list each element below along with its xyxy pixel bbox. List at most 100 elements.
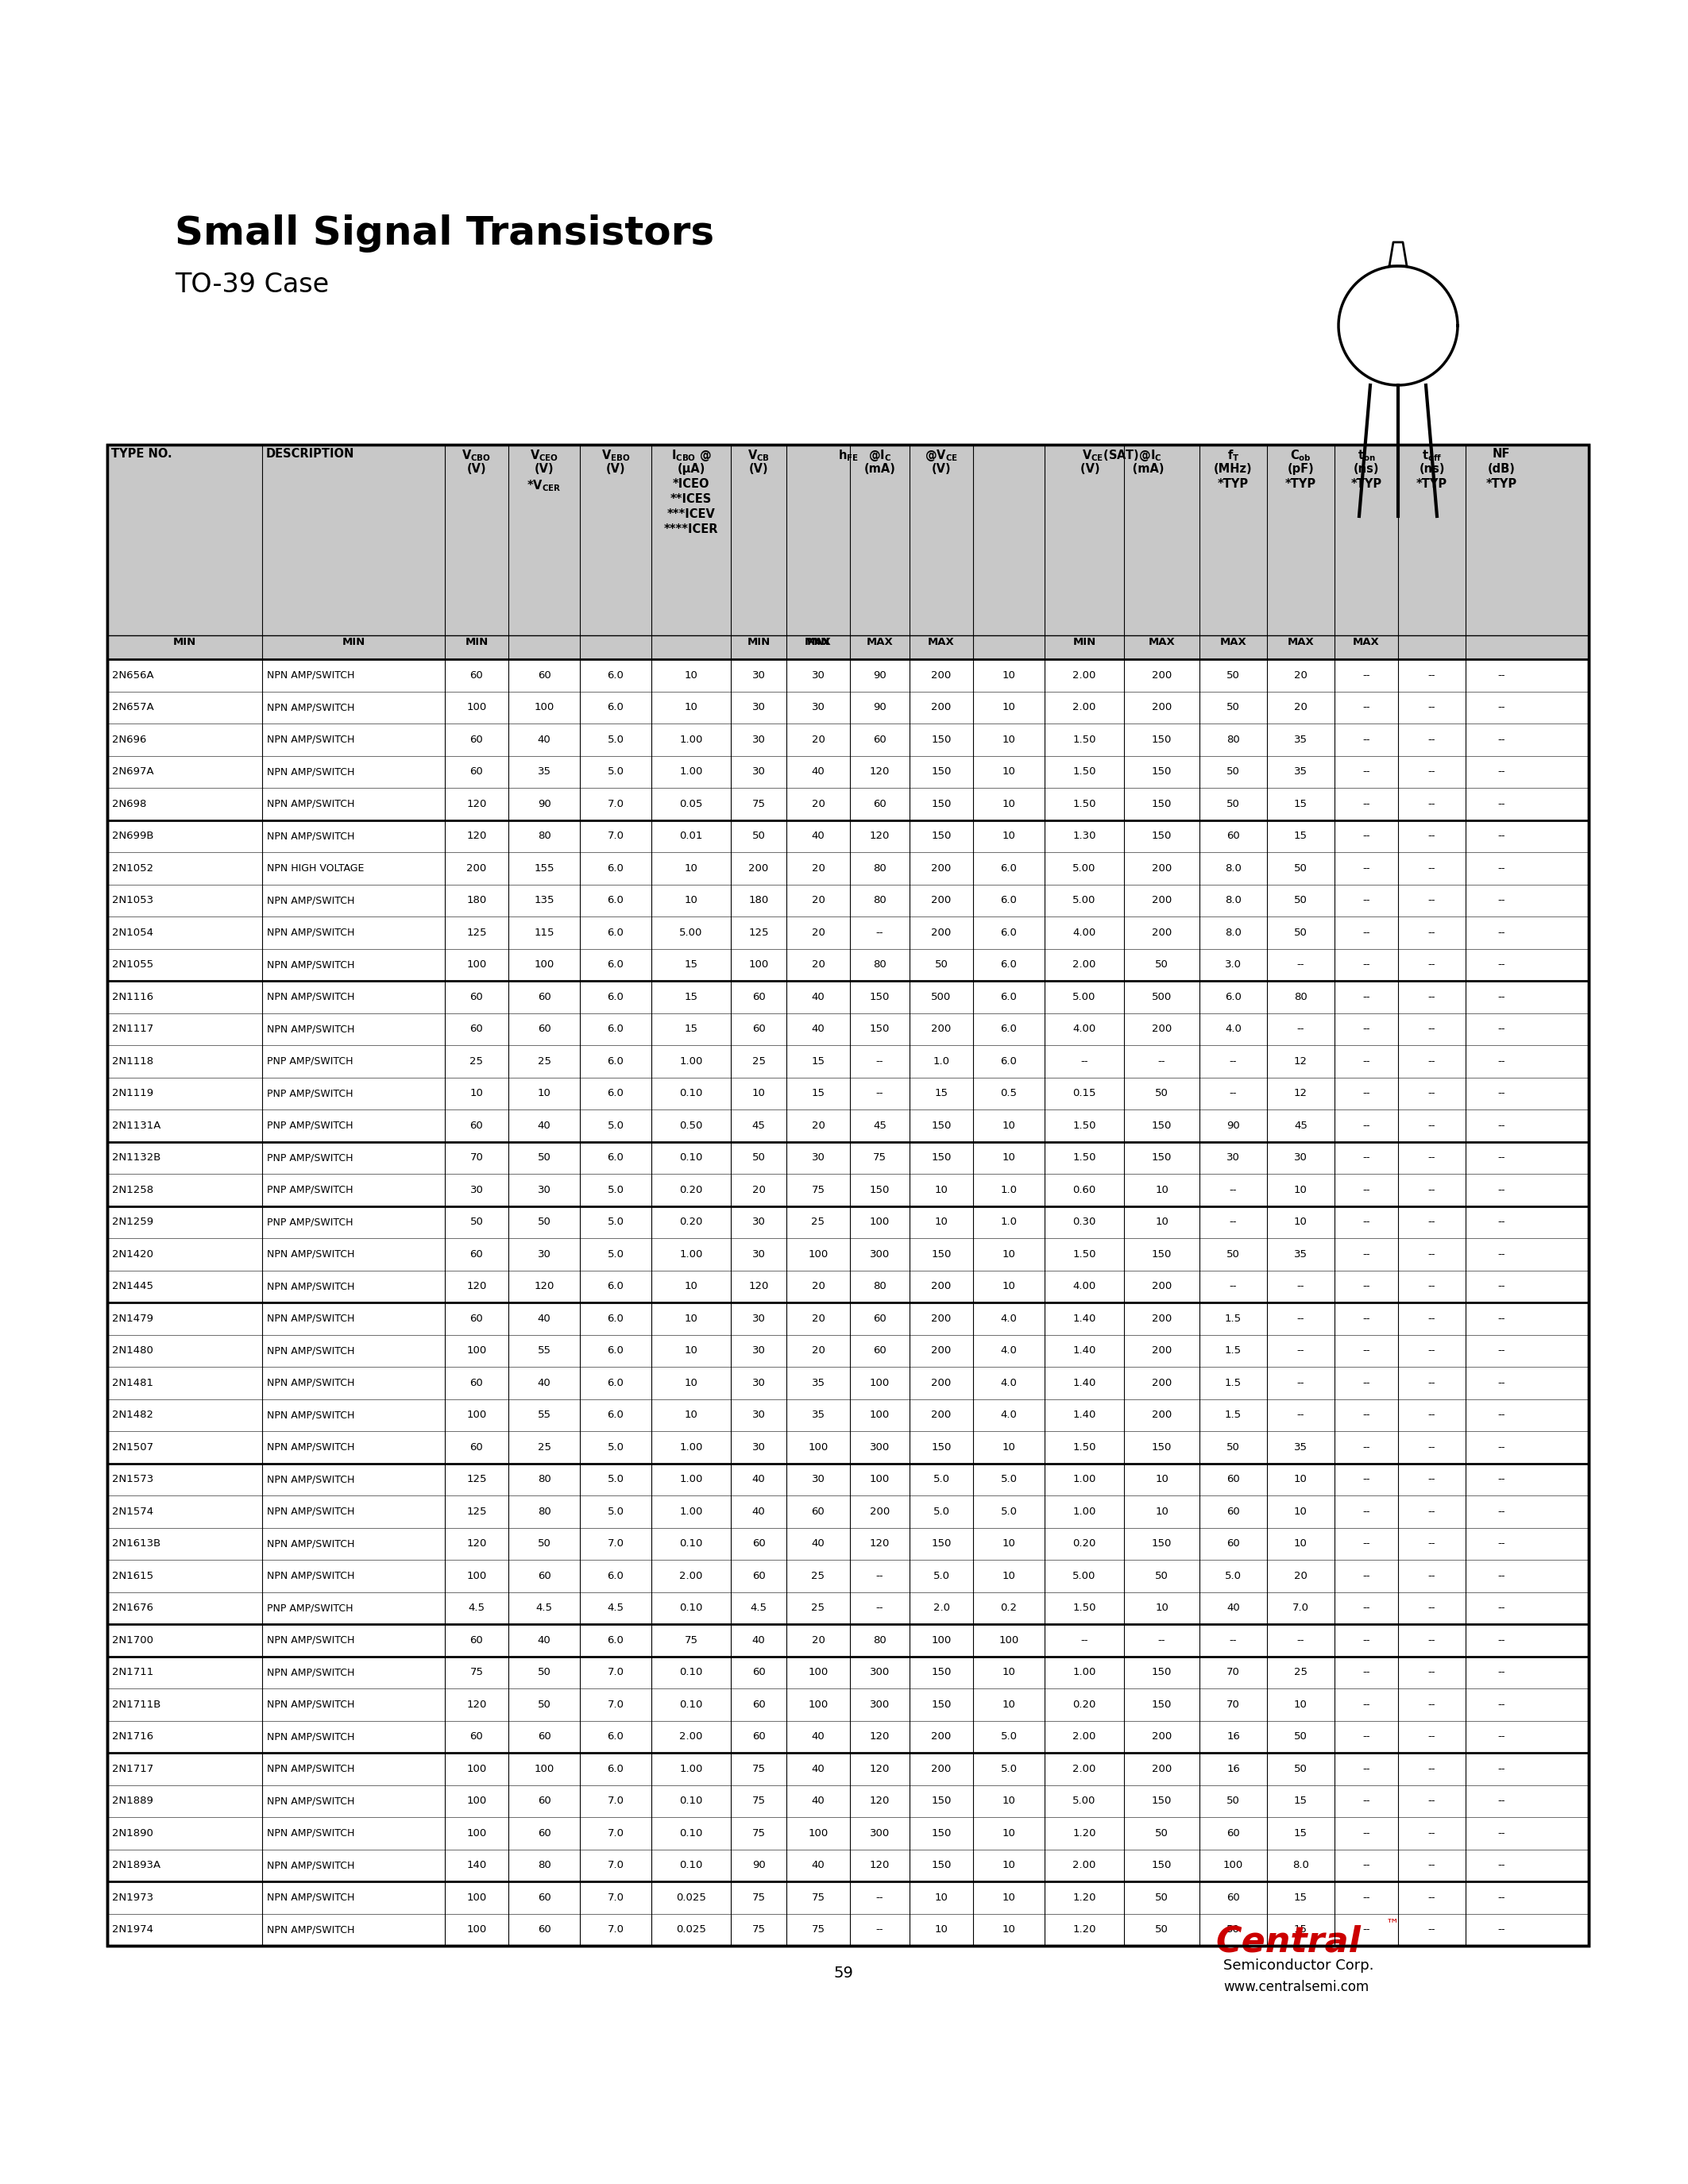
Text: 50: 50 (537, 1666, 550, 1677)
Text: --: -- (1428, 1249, 1435, 1260)
Text: --: -- (1428, 1507, 1435, 1516)
Text: --: -- (1497, 863, 1506, 874)
Text: 60: 60 (873, 1313, 886, 1324)
Text: 6.0: 6.0 (608, 1732, 625, 1743)
Text: --: -- (1229, 1636, 1237, 1645)
Text: 40: 40 (537, 1313, 550, 1324)
Text: --: -- (1428, 1120, 1435, 1131)
Text: 100: 100 (533, 703, 554, 712)
Text: --: -- (1428, 1024, 1435, 1035)
Text: V$_\mathregular{CB}$: V$_\mathregular{CB}$ (748, 448, 770, 463)
Text: --: -- (1362, 1057, 1371, 1066)
Text: 10: 10 (935, 1216, 949, 1227)
Text: --: -- (1428, 734, 1435, 745)
Text: 50: 50 (1155, 1924, 1168, 1935)
Text: 15: 15 (1295, 830, 1308, 841)
Text: 1.50: 1.50 (1072, 734, 1096, 745)
Text: --: -- (1497, 1313, 1506, 1324)
Text: 45: 45 (1295, 1120, 1308, 1131)
Text: Semiconductor Corp.: Semiconductor Corp. (1224, 1959, 1374, 1972)
Text: 10: 10 (1003, 1861, 1016, 1870)
Text: 75: 75 (873, 1153, 886, 1162)
Text: 2N1131A: 2N1131A (111, 1120, 160, 1131)
Text: 6.0: 6.0 (608, 992, 625, 1002)
Text: 6.0: 6.0 (608, 1024, 625, 1035)
Text: --: -- (1362, 1024, 1371, 1035)
Text: --: -- (1428, 670, 1435, 681)
Text: 1.00: 1.00 (679, 1441, 702, 1452)
Text: 200: 200 (1151, 670, 1171, 681)
Text: 150: 150 (932, 1828, 952, 1839)
Text: 80: 80 (1227, 734, 1241, 745)
Text: 120: 120 (869, 830, 890, 841)
Text: --: -- (1497, 1765, 1506, 1773)
Text: 30: 30 (812, 1153, 825, 1162)
Text: --: -- (876, 928, 883, 937)
Text: 150: 150 (1151, 1120, 1171, 1131)
Text: ***ICEV: ***ICEV (667, 509, 716, 520)
Text: 50: 50 (1227, 799, 1241, 808)
Text: 10: 10 (1003, 1153, 1016, 1162)
Text: --: -- (1497, 1153, 1506, 1162)
Text: 0.15: 0.15 (1072, 1088, 1096, 1099)
Text: 6.0: 6.0 (608, 928, 625, 937)
Text: 80: 80 (537, 1474, 550, 1485)
Text: 100: 100 (748, 959, 768, 970)
Text: --: -- (1362, 1603, 1371, 1614)
Text: PNP AMP/SWITCH: PNP AMP/SWITCH (267, 1153, 353, 1162)
Text: 200: 200 (1151, 1345, 1171, 1356)
Text: --: -- (1428, 1153, 1435, 1162)
Text: 120: 120 (869, 767, 890, 778)
Text: --: -- (1229, 1088, 1237, 1099)
Text: 200: 200 (932, 863, 952, 874)
Text: 10: 10 (684, 1282, 697, 1291)
Text: 6.0: 6.0 (1001, 895, 1018, 906)
Text: --: -- (1362, 1282, 1371, 1291)
Text: 6.0: 6.0 (608, 1057, 625, 1066)
Text: 50: 50 (1155, 1088, 1168, 1099)
Text: 40: 40 (1227, 1603, 1241, 1614)
Text: 1.00: 1.00 (1072, 1507, 1096, 1516)
Bar (108, 446, 1588, 1946)
Text: --: -- (1428, 1088, 1435, 1099)
Text: --: -- (1497, 1891, 1506, 1902)
Text: C$_\mathregular{ob}$: C$_\mathregular{ob}$ (1290, 448, 1312, 463)
Text: NPN HIGH VOLTAGE: NPN HIGH VOLTAGE (267, 863, 365, 874)
Text: --: -- (1428, 1603, 1435, 1614)
Text: NPN AMP/SWITCH: NPN AMP/SWITCH (267, 1507, 354, 1516)
Text: *TYP: *TYP (1416, 478, 1447, 489)
Text: 200: 200 (1151, 1024, 1171, 1035)
Text: 30: 30 (751, 1345, 765, 1356)
Text: MAX: MAX (1288, 638, 1315, 646)
Text: 30: 30 (812, 703, 825, 712)
Text: 30: 30 (751, 1249, 765, 1260)
Text: --: -- (1497, 1924, 1506, 1935)
Text: 200: 200 (932, 1378, 952, 1389)
Text: NPN AMP/SWITCH: NPN AMP/SWITCH (267, 928, 354, 937)
Text: 150: 150 (932, 830, 952, 841)
Text: --: -- (1362, 734, 1371, 745)
Text: --: -- (1497, 1282, 1506, 1291)
Text: 1.00: 1.00 (1072, 1474, 1096, 1485)
Text: 5.00: 5.00 (1072, 1795, 1096, 1806)
Text: 2N1118: 2N1118 (111, 1057, 154, 1066)
Text: *TYP: *TYP (1350, 478, 1382, 489)
Text: 10: 10 (684, 1411, 697, 1420)
Text: 35: 35 (537, 767, 550, 778)
Text: 1.50: 1.50 (1072, 1603, 1096, 1614)
Text: 200: 200 (466, 863, 486, 874)
Text: 15: 15 (1295, 799, 1308, 808)
Text: NPN AMP/SWITCH: NPN AMP/SWITCH (267, 1828, 354, 1839)
Text: 6.0: 6.0 (608, 895, 625, 906)
Text: 7.0: 7.0 (608, 1924, 625, 1935)
Text: 200: 200 (748, 863, 768, 874)
Text: --: -- (876, 1603, 883, 1614)
Text: 1.40: 1.40 (1072, 1411, 1096, 1420)
Text: 100: 100 (932, 1636, 952, 1645)
Text: --: -- (876, 1057, 883, 1066)
Text: 100: 100 (809, 1828, 829, 1839)
Text: 4.5: 4.5 (749, 1603, 766, 1614)
Text: 50: 50 (1227, 1924, 1241, 1935)
Text: PNP AMP/SWITCH: PNP AMP/SWITCH (267, 1120, 353, 1131)
Text: 60: 60 (751, 1024, 765, 1035)
